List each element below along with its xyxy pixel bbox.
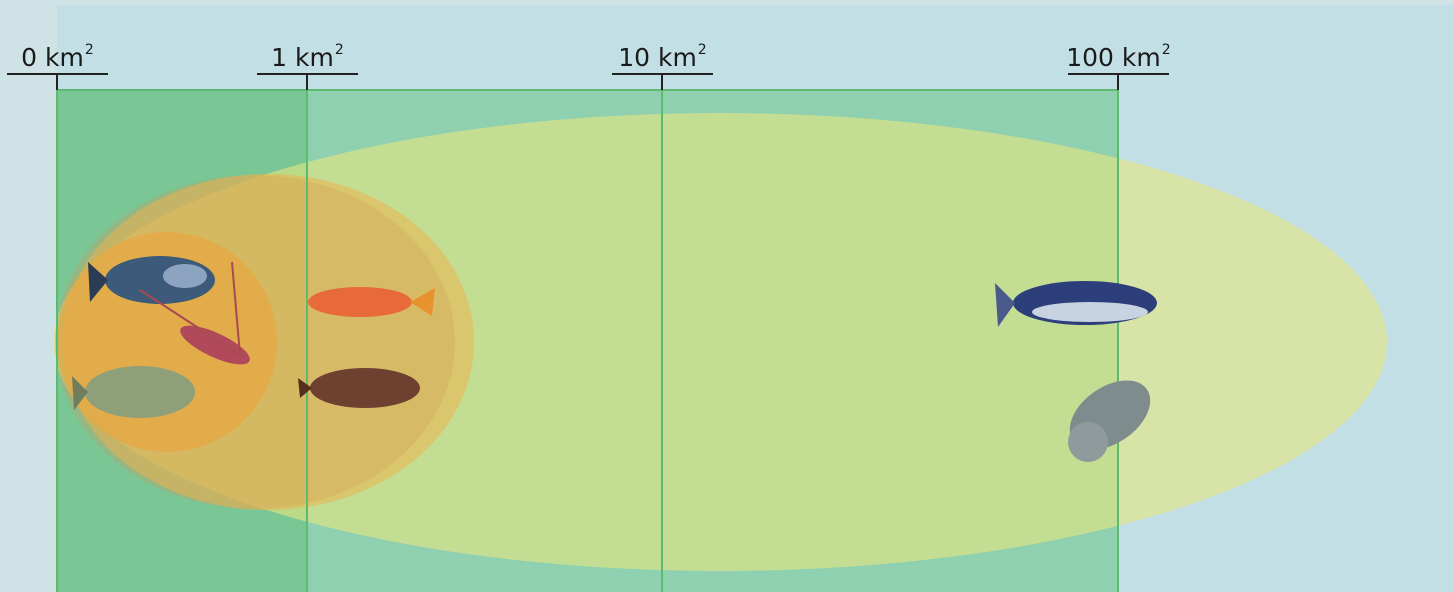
jack-fish <box>72 366 195 418</box>
tick-superscript: 2 <box>335 42 344 58</box>
lobster <box>139 261 250 365</box>
tick-label: 100 km <box>1066 43 1161 72</box>
tick-label: 0 km <box>21 43 84 72</box>
tick-label: 10 km <box>618 43 697 72</box>
tick-superscript: 2 <box>698 42 707 58</box>
scale-ticks: 0 km 2 1 km 2 10 km 2 100 km 2 <box>7 42 1171 90</box>
cuttlefish <box>298 368 420 408</box>
tuna <box>995 281 1157 327</box>
monk-seal <box>1068 380 1151 462</box>
tick-superscript: 2 <box>85 42 94 58</box>
tick-superscript: 2 <box>1162 42 1171 58</box>
scale-lines <box>56 89 1119 592</box>
grouper <box>88 256 215 304</box>
comber <box>308 287 435 317</box>
tick-label: 1 km <box>271 43 334 72</box>
